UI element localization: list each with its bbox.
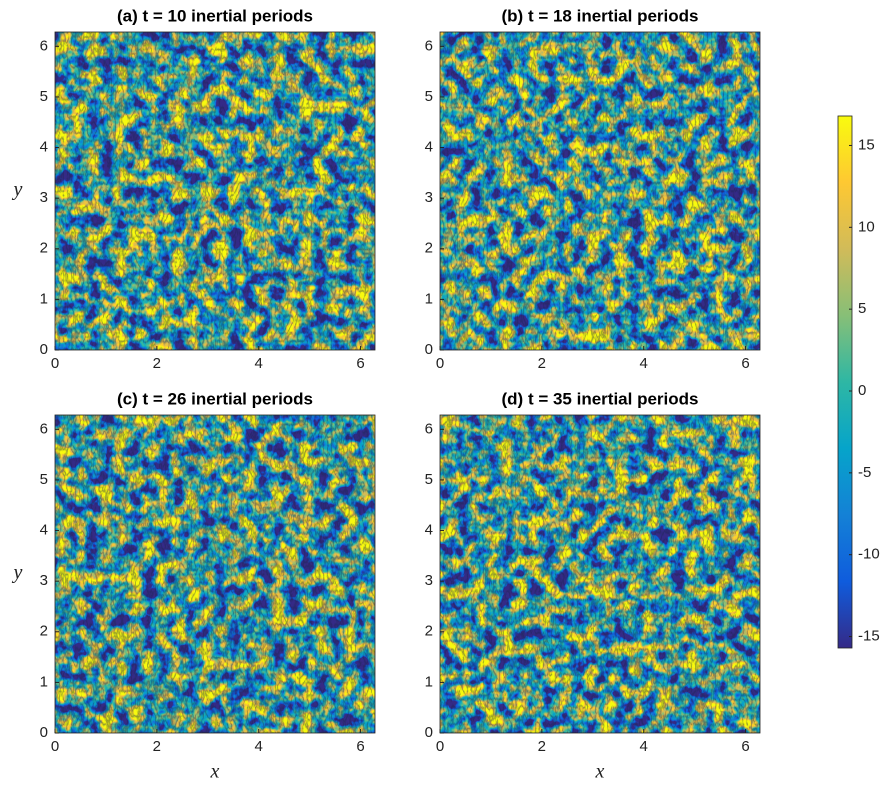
x-tick-label: 6 bbox=[356, 738, 364, 755]
y-tick-label: 1 bbox=[40, 290, 48, 307]
y-tick-label: 1 bbox=[425, 673, 433, 690]
y-tick-label: 5 bbox=[425, 471, 433, 488]
y-tick-label: 0 bbox=[425, 341, 433, 358]
axes-box bbox=[54, 31, 376, 351]
y-tick-label: 2 bbox=[425, 623, 433, 640]
y-tick-label: 4 bbox=[40, 139, 48, 156]
x-tick-label: 4 bbox=[255, 355, 263, 372]
y-tick-label: 6 bbox=[425, 37, 433, 54]
panel-title: (a) t = 10 inertial periods bbox=[117, 6, 313, 25]
x-tick-label: 0 bbox=[51, 738, 59, 755]
x-tick-label: 4 bbox=[255, 738, 263, 755]
y-tick-label: 0 bbox=[40, 341, 48, 358]
y-tick-label: 4 bbox=[425, 522, 433, 539]
x-tick-label: 2 bbox=[153, 738, 161, 755]
velocity-arrows bbox=[440, 32, 760, 350]
panel-title: (d) t = 35 inertial periods bbox=[502, 389, 699, 408]
panel-title: (b) t = 18 inertial periods bbox=[502, 6, 699, 25]
x-tick-label: 6 bbox=[741, 355, 749, 372]
x-tick-label: 2 bbox=[538, 738, 546, 755]
x-tick-label: 4 bbox=[640, 738, 648, 755]
colorbar-tick-label: 5 bbox=[858, 300, 866, 317]
colorbar-tick-label: -10 bbox=[858, 546, 880, 563]
x-tick-label: 0 bbox=[436, 355, 444, 372]
x-axis-label: x bbox=[595, 761, 605, 783]
y-tick-label: 6 bbox=[40, 420, 48, 437]
y-tick-label: 3 bbox=[425, 189, 433, 206]
x-tick-label: 4 bbox=[640, 355, 648, 372]
colorbar-tick-label: 10 bbox=[858, 218, 875, 235]
colorbar-tick-label: 0 bbox=[858, 382, 866, 399]
y-tick-label: 5 bbox=[40, 88, 48, 105]
y-tick-label: 1 bbox=[40, 673, 48, 690]
colorbar-tick-label: 15 bbox=[858, 136, 875, 153]
y-tick-label: 4 bbox=[40, 522, 48, 539]
y-axis-label: y bbox=[12, 562, 23, 584]
y-tick-label: 4 bbox=[425, 139, 433, 156]
y-tick-label: 3 bbox=[425, 572, 433, 589]
velocity-arrows bbox=[440, 415, 760, 733]
y-tick-label: 2 bbox=[425, 240, 433, 257]
x-tick-label: 2 bbox=[153, 355, 161, 372]
axes-box bbox=[439, 414, 761, 734]
y-tick-label: 2 bbox=[40, 240, 48, 257]
colorbar-tick-label: -15 bbox=[858, 628, 880, 645]
x-tick-label: 6 bbox=[741, 738, 749, 755]
y-tick-label: 5 bbox=[40, 471, 48, 488]
axes-box bbox=[54, 414, 376, 734]
panel-title: (c) t = 26 inertial periods bbox=[117, 389, 313, 408]
y-tick-label: 0 bbox=[425, 724, 433, 741]
x-tick-label: 0 bbox=[436, 738, 444, 755]
y-tick-label: 3 bbox=[40, 189, 48, 206]
y-axis-label: y bbox=[12, 179, 23, 201]
y-tick-label: 3 bbox=[40, 572, 48, 589]
velocity-arrows bbox=[55, 415, 375, 733]
x-tick-label: 0 bbox=[51, 355, 59, 372]
velocity-arrows bbox=[55, 32, 375, 350]
x-tick-label: 6 bbox=[356, 355, 364, 372]
y-tick-label: 6 bbox=[40, 37, 48, 54]
x-tick-label: 2 bbox=[538, 355, 546, 372]
y-tick-label: 6 bbox=[425, 420, 433, 437]
colorbar bbox=[837, 115, 853, 649]
y-tick-label: 5 bbox=[425, 88, 433, 105]
x-axis-label: x bbox=[210, 761, 220, 783]
y-tick-label: 0 bbox=[40, 724, 48, 741]
axes-box bbox=[439, 31, 761, 351]
y-tick-label: 2 bbox=[40, 623, 48, 640]
y-tick-label: 1 bbox=[425, 290, 433, 307]
colorbar-tick-label: -5 bbox=[858, 464, 871, 481]
